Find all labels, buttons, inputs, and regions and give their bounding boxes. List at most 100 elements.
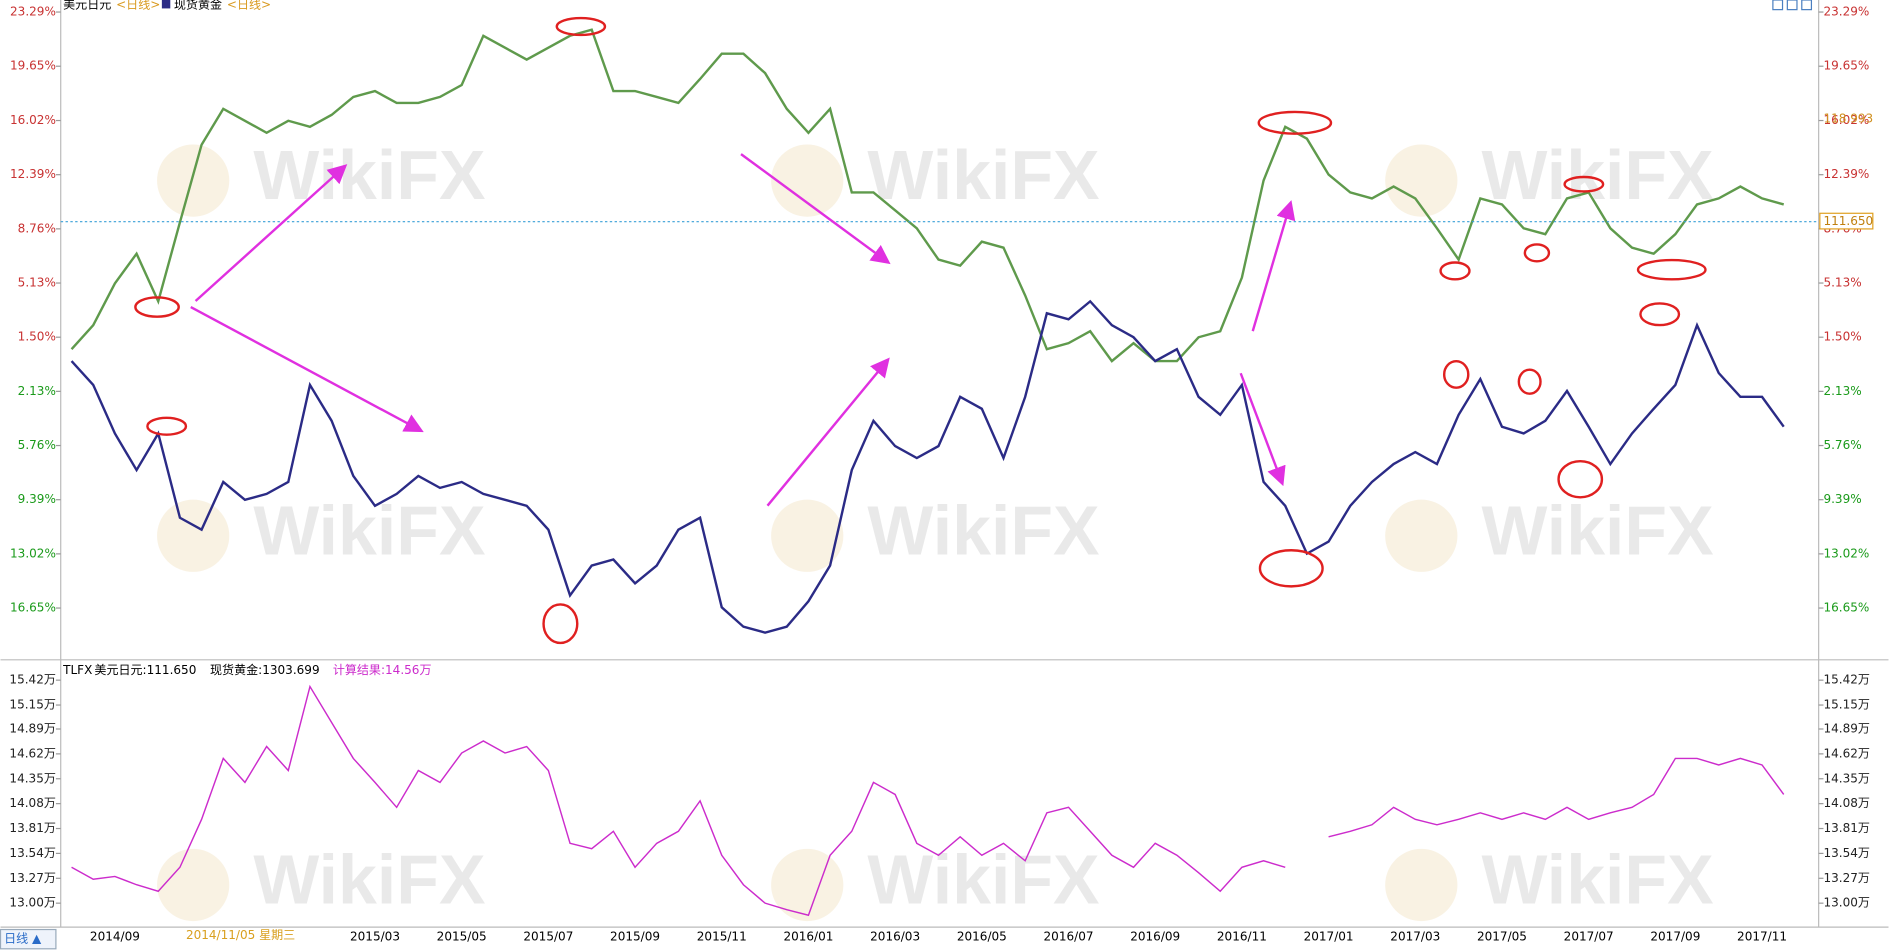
y-tick-label: 19.65% bbox=[10, 59, 56, 73]
y2-tick-label: 23.29% bbox=[1823, 5, 1869, 19]
highlight-ellipse bbox=[1257, 110, 1333, 135]
arrows bbox=[190, 153, 1296, 507]
legend-period: <日线> bbox=[227, 0, 271, 11]
watermark: WikiFX bbox=[1482, 840, 1714, 918]
price-label: 118.993 bbox=[1823, 112, 1873, 126]
x-tick-label: 2017/03 bbox=[1390, 929, 1440, 943]
y-tick-label: 14.62万 bbox=[9, 746, 55, 760]
cursor-label-box bbox=[181, 928, 312, 946]
highlight-ellipse bbox=[1563, 175, 1605, 193]
arrow bbox=[1239, 372, 1286, 487]
watermark: WikiFX bbox=[1482, 491, 1714, 569]
y2-tick-label: 14.89万 bbox=[1823, 721, 1869, 735]
y2-tick-label: 16.65% bbox=[1823, 601, 1869, 615]
arrow bbox=[766, 357, 890, 507]
y2-tick-label: 15.15万 bbox=[1823, 698, 1869, 712]
data-line bbox=[70, 299, 1785, 634]
annotations bbox=[134, 16, 1707, 645]
readout: 美元日元:111.650 bbox=[94, 663, 196, 677]
x-tick-label: 2015/05 bbox=[437, 929, 487, 943]
y2-tick-label: 13.27万 bbox=[1823, 871, 1869, 885]
toolbar-icon[interactable] bbox=[1801, 0, 1813, 11]
highlight-ellipse bbox=[146, 416, 188, 436]
watermark-logo bbox=[1385, 848, 1458, 922]
watermark-logo bbox=[157, 144, 230, 217]
highlight-ellipse bbox=[1523, 243, 1551, 263]
y-tick-label: 16.02% bbox=[10, 113, 56, 127]
toolbar-icon[interactable] bbox=[1772, 0, 1784, 11]
x-tick-label: 2017/01 bbox=[1304, 929, 1354, 943]
x-tick-label: 2015/03 bbox=[350, 929, 400, 943]
watermark: WikiFX bbox=[253, 491, 485, 569]
x-tick-label: 2017/11 bbox=[1737, 929, 1787, 943]
highlight-ellipse bbox=[1636, 258, 1707, 281]
toolbar-icon[interactable] bbox=[1786, 0, 1798, 11]
y2-tick-label: 13.54万 bbox=[1823, 846, 1869, 860]
watermark-logo bbox=[1385, 499, 1458, 572]
legend-entry: 美元日元 bbox=[63, 0, 111, 11]
legend-entry: 现货黄金 bbox=[174, 0, 222, 11]
data-line bbox=[71, 684, 1785, 917]
arrow bbox=[1251, 200, 1296, 332]
y2-tick-label: 12.39% bbox=[1823, 167, 1869, 181]
x-tick-label: 2016/07 bbox=[1044, 929, 1094, 943]
highlight-ellipse bbox=[1442, 360, 1470, 389]
y2-tick-label: 13.02% bbox=[1823, 546, 1869, 560]
y2-tick-label: 16.02% bbox=[1823, 113, 1869, 127]
watermark: WikiFX bbox=[867, 136, 1099, 214]
x-tick-label: 2015/07 bbox=[523, 929, 573, 943]
x-tick-label: 2016/05 bbox=[957, 929, 1007, 943]
price-label: 111.650 bbox=[1823, 214, 1873, 228]
y-tick-label: 2.13% bbox=[18, 384, 56, 398]
x-tick-label: 2017/09 bbox=[1650, 929, 1700, 943]
y-tick-label: 14.08万 bbox=[9, 796, 55, 810]
arrow bbox=[194, 164, 348, 302]
y-tick-label: 13.02% bbox=[10, 546, 56, 560]
period-button-label[interactable]: 日线 ▲ bbox=[4, 932, 42, 946]
watermark: WikiFX bbox=[867, 840, 1099, 918]
y2-tick-label: 14.08万 bbox=[1823, 796, 1869, 810]
watermark-logo bbox=[771, 848, 844, 922]
y-tick-label: 16.65% bbox=[10, 601, 56, 615]
highlight-ellipse bbox=[542, 603, 579, 645]
y2-tick-label: 19.65% bbox=[1823, 59, 1869, 73]
watermark: WikiFX bbox=[253, 840, 485, 918]
y2-tick-label: 5.13% bbox=[1823, 276, 1861, 290]
highlight-ellipse bbox=[555, 16, 607, 37]
legend-swatch bbox=[161, 0, 171, 9]
highlight-ellipse bbox=[1439, 261, 1471, 281]
y2-tick-label: 15.42万 bbox=[1823, 673, 1869, 687]
y2-tick-label: 14.35万 bbox=[1823, 771, 1869, 785]
y2-tick-label: 14.62万 bbox=[1823, 746, 1869, 760]
readout: 计算结果:14.56万 bbox=[333, 662, 432, 677]
highlight-ellipse bbox=[1517, 368, 1542, 395]
period-button[interactable] bbox=[0, 928, 57, 950]
y-tick-label: 9.39% bbox=[18, 492, 56, 506]
x-tick-label: 2017/07 bbox=[1564, 929, 1614, 943]
y-tick-label: 5.13% bbox=[18, 276, 56, 290]
watermark: WikiFX bbox=[1482, 136, 1714, 214]
highlight-ellipse bbox=[1557, 459, 1604, 499]
y-tick-label: 12.39% bbox=[10, 167, 56, 181]
y-tick-label: 13.27万 bbox=[9, 871, 55, 885]
y-tick-label: 13.00万 bbox=[9, 896, 55, 910]
y2-tick-label: 9.39% bbox=[1823, 492, 1861, 506]
y2-tick-label: 13.81万 bbox=[1823, 821, 1869, 835]
watermark-logo bbox=[157, 848, 230, 922]
watermarks: WikiFX WikiFX WikiFX WikiFX WikiFX WikiFX Wiki… bbox=[157, 136, 1714, 922]
y-tick-label: 14.89万 bbox=[9, 721, 55, 735]
legend-period: <日线> bbox=[116, 0, 160, 11]
y2-tick-label: 5.76% bbox=[1823, 438, 1861, 452]
watermark-logo bbox=[1385, 144, 1458, 217]
watermark: WikiFX bbox=[867, 491, 1099, 569]
watermark: WikiFX bbox=[253, 136, 485, 214]
x-tick-label: 2016/03 bbox=[870, 929, 920, 943]
arrow bbox=[740, 153, 891, 265]
arrow bbox=[190, 305, 424, 433]
cursor-label: 2014/11/05 星期三 bbox=[186, 928, 295, 942]
x-tick-label: 2017/05 bbox=[1477, 929, 1527, 943]
y-tick-label: 13.81万 bbox=[9, 821, 55, 835]
y2-tick-label: 1.50% bbox=[1823, 330, 1861, 344]
